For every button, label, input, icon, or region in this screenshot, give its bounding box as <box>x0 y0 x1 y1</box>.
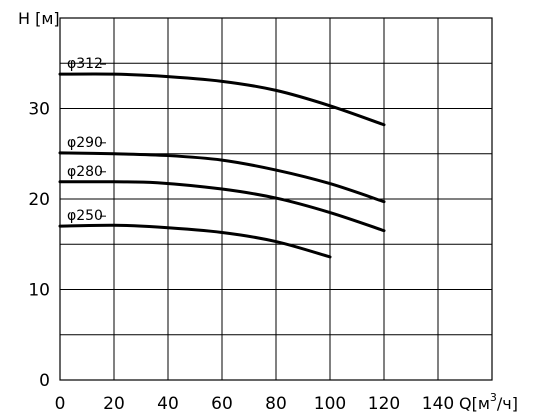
curve-label-d290: φ290 <box>67 135 103 151</box>
y-axis-label: H [м] <box>18 9 60 28</box>
x-axis-label-suffix: /ч] <box>497 394 518 413</box>
y-tick-label: 30 <box>28 100 50 120</box>
x-axis-label-sup: 3 <box>490 391 497 404</box>
y-tick-label: 10 <box>28 281 50 301</box>
y-tick-label: 0 <box>39 371 50 391</box>
curves-layer <box>58 72 386 259</box>
y-tick-label: 20 <box>28 190 50 210</box>
curve-label-d312: φ312 <box>67 56 103 72</box>
x-tick-label: 80 <box>265 394 287 414</box>
plot-frame <box>59 17 493 381</box>
x-tick-label: 100 <box>314 394 346 414</box>
x-axis-label: Q[м3/ч] <box>459 391 518 413</box>
curve-d312 <box>58 72 386 127</box>
labels-layer: φ312 φ290 φ280 φ250 <box>67 56 106 224</box>
curve-d250 <box>58 223 332 259</box>
ticks-layer: 0 20 40 60 80 100 120 140 0 10 20 30 <box>28 100 454 415</box>
curve-d280 <box>58 180 386 233</box>
x-tick-label: 40 <box>157 394 179 414</box>
x-tick-label: 60 <box>211 394 233 414</box>
curve-label-d280: φ280 <box>67 164 103 180</box>
x-tick-label: 0 <box>55 394 66 414</box>
curve-label-d250: φ250 <box>67 208 103 224</box>
x-tick-label: 140 <box>422 394 454 414</box>
x-tick-label: 120 <box>368 394 400 414</box>
x-axis-label-prefix: Q[м <box>459 394 490 413</box>
x-tick-label: 20 <box>103 394 125 414</box>
curve-d290 <box>58 151 386 204</box>
